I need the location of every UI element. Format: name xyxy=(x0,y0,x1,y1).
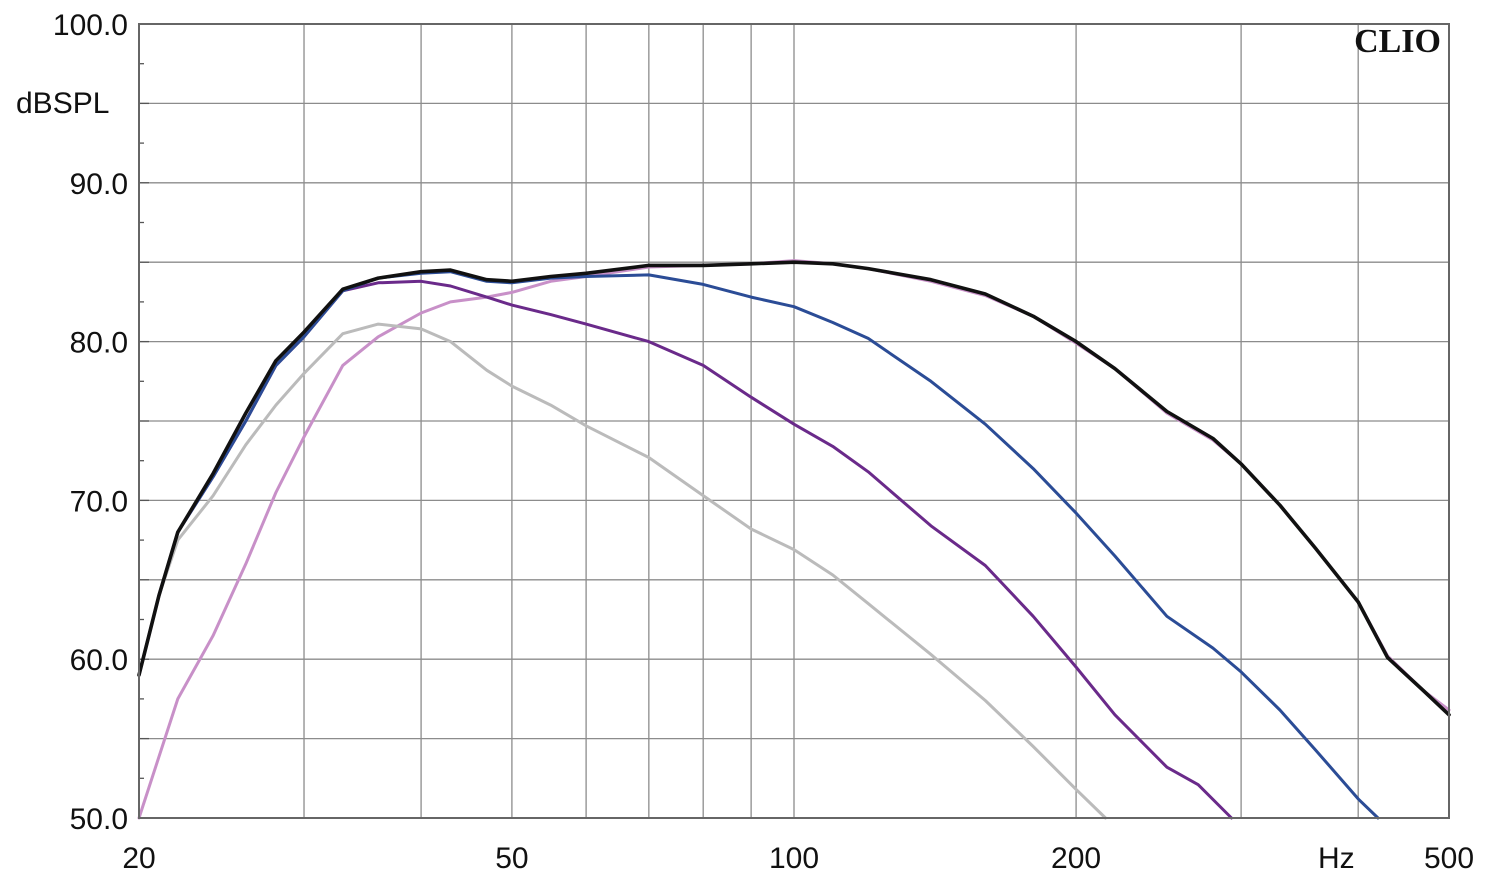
y-tick-label: 100.0 xyxy=(53,9,128,42)
y-tick-label: 70.0 xyxy=(70,485,128,518)
x-tick-label: 500 xyxy=(1424,842,1474,875)
y-axis-unit-label: dBSPL xyxy=(16,87,109,120)
series-line-4 xyxy=(137,270,1380,820)
clio-brand-label: CLIO xyxy=(1354,23,1441,60)
y-tick-label: 90.0 xyxy=(70,168,128,201)
x-tick-label: 20 xyxy=(122,842,155,875)
series-group xyxy=(137,259,1451,820)
series-line-2 xyxy=(137,322,1107,820)
plot-frame xyxy=(138,23,1450,819)
y-tick-label: 80.0 xyxy=(70,327,128,360)
x-axis-unit-label: Hz xyxy=(1318,842,1355,875)
y-tick-label: 50.0 xyxy=(70,803,128,836)
y-tick-label: 60.0 xyxy=(70,644,128,677)
tick-labels: 50.0 60.0 70.0 80.0 90.0 100.0 20 50 100 200 500 xyxy=(53,9,1474,875)
series-line-5 xyxy=(137,260,1451,717)
x-tick-label: 100 xyxy=(769,842,819,875)
x-tick-label: 50 xyxy=(495,842,528,875)
x-tick-label: 200 xyxy=(1051,842,1101,875)
